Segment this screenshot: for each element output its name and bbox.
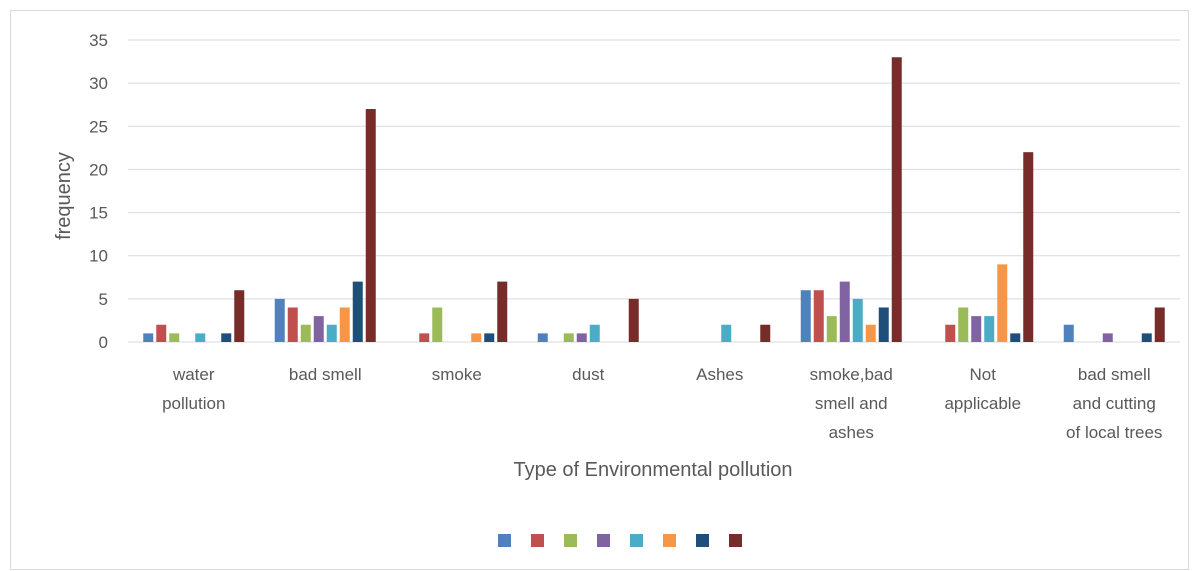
bar [721, 324, 732, 342]
x-tick-label: Not [970, 365, 997, 384]
x-tick-label: applicable [944, 394, 1021, 413]
bar [800, 290, 811, 342]
bar [891, 57, 902, 342]
bar [339, 307, 350, 342]
bar [313, 316, 324, 342]
bar [419, 333, 430, 342]
x-tick-label: ashes [829, 423, 874, 442]
x-tick-label: bad smell [1078, 365, 1151, 384]
bar [471, 333, 482, 342]
bar [169, 333, 180, 342]
bar [589, 324, 600, 342]
x-tick-label: smell and [815, 394, 888, 413]
legend-swatch [729, 534, 742, 547]
bar [760, 324, 771, 342]
legend-swatch [498, 534, 511, 547]
y-axis-title: frequency [53, 152, 75, 240]
legend-swatch [564, 534, 577, 547]
bar [865, 324, 876, 342]
gridlines [128, 39, 1180, 343]
bar [326, 324, 337, 342]
x-tick-label: dust [572, 365, 604, 384]
bar [628, 298, 639, 342]
bar [958, 307, 969, 342]
bar [1102, 333, 1113, 342]
bar [156, 324, 167, 342]
y-tick-label: 25 [89, 117, 108, 136]
x-tick-label: smoke,bad [810, 365, 893, 384]
y-axis-ticks: 0 5 10 15 20 25 30 35 [89, 31, 108, 352]
bar [826, 316, 837, 342]
bar [839, 281, 850, 342]
x-tick-label: Ashes [696, 365, 743, 384]
bar [852, 298, 863, 342]
bar [1154, 307, 1165, 342]
bar [300, 324, 311, 342]
bar [576, 333, 587, 342]
y-tick-label: 15 [89, 204, 108, 223]
x-tick-label: pollution [162, 394, 225, 413]
bar [365, 109, 376, 343]
bar [1023, 152, 1034, 342]
x-tick-label: and cutting [1073, 394, 1156, 413]
y-tick-label: 0 [99, 333, 108, 352]
bar [984, 316, 995, 342]
x-tick-label: bad smell [289, 365, 362, 384]
bar [878, 307, 889, 342]
x-tick-label: water [172, 365, 215, 384]
bar [274, 298, 285, 342]
bar [234, 290, 245, 342]
x-tick-label: of local trees [1066, 423, 1162, 442]
legend-swatch [630, 534, 643, 547]
bar [945, 324, 956, 342]
bars [143, 57, 1165, 343]
y-tick-label: 35 [89, 31, 108, 50]
bar [484, 333, 495, 342]
chart-frame [10, 10, 1189, 570]
bar [813, 290, 824, 342]
bar [352, 281, 363, 342]
legend-swatch [696, 534, 709, 547]
bar [971, 316, 982, 342]
legend-swatch [531, 534, 544, 547]
legend-swatch [663, 534, 676, 547]
y-tick-label: 20 [89, 160, 108, 179]
bar [563, 333, 574, 342]
bar [1141, 333, 1152, 342]
y-tick-label: 5 [99, 290, 108, 309]
x-axis-ticks: water pollution bad smell smoke dust Ashes smo… [162, 365, 1162, 442]
bar [997, 264, 1008, 342]
bar [195, 333, 206, 342]
bar [143, 333, 154, 342]
y-tick-label: 10 [89, 247, 108, 266]
bar [1063, 324, 1074, 342]
y-tick-label: 30 [89, 74, 108, 93]
legend-swatch [597, 534, 610, 547]
bar [1010, 333, 1021, 342]
legend [498, 534, 742, 547]
bar [221, 333, 232, 342]
x-tick-label: smoke [432, 365, 482, 384]
bar [497, 281, 508, 342]
bar [287, 307, 298, 342]
x-axis-title: Type of Environmental pollution [513, 459, 792, 481]
bar [432, 307, 443, 342]
bar [537, 333, 548, 342]
